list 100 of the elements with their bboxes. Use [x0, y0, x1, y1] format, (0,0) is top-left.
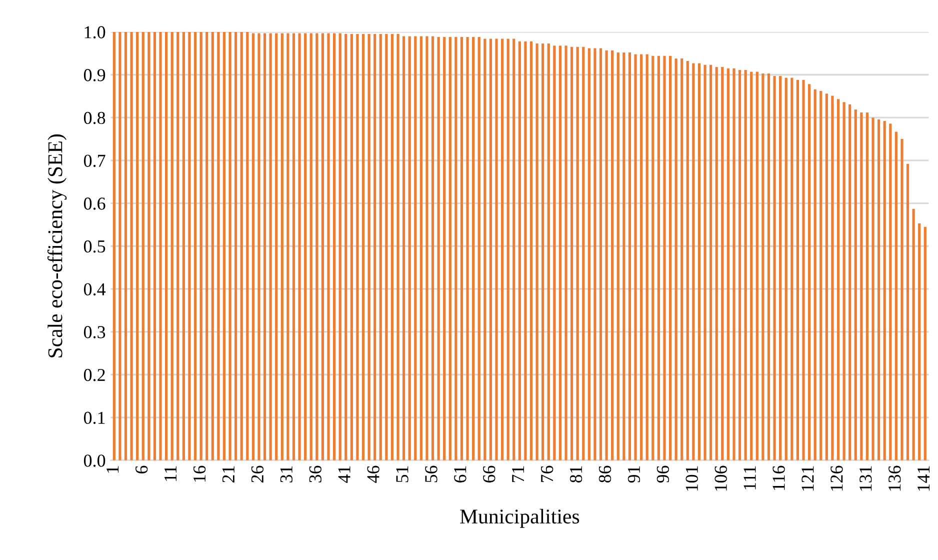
bar: [246, 32, 249, 460]
x-tick-label: 141: [918, 466, 930, 491]
x-tick-label: 6: [136, 466, 148, 474]
bar: [738, 70, 742, 460]
x-tick-label: 81: [570, 466, 582, 483]
bar: [148, 32, 150, 460]
bar: [338, 33, 342, 460]
bar: [396, 34, 400, 460]
bar: [188, 32, 191, 460]
bar: [443, 37, 446, 460]
bar: [130, 32, 133, 460]
bar: [228, 32, 232, 460]
bar: [316, 33, 318, 460]
bar: [820, 91, 822, 460]
bar: [431, 36, 434, 460]
bar: [344, 34, 348, 460]
bar: [536, 43, 538, 460]
bar: [286, 33, 290, 460]
x-tick-label: 106: [714, 466, 727, 491]
bar: [206, 32, 208, 460]
y-axis-title: Scale eco-efficiency (SEE): [47, 134, 67, 358]
bar: [628, 52, 632, 460]
bar: [489, 38, 492, 460]
bar: [842, 102, 846, 460]
bar: [831, 96, 834, 460]
bar: [362, 34, 365, 460]
bar: [414, 36, 417, 460]
x-tick-label: 36: [309, 466, 322, 482]
bar: [622, 52, 626, 460]
bar: [860, 112, 863, 460]
bar: [547, 43, 550, 460]
bar: [900, 139, 904, 460]
bar: [478, 37, 480, 460]
bar: [321, 33, 324, 460]
bar: [211, 32, 214, 460]
x-tick-label: 51: [396, 466, 408, 482]
x-tick-label: 131: [860, 466, 872, 491]
bar: [170, 32, 174, 460]
bar: [460, 37, 464, 460]
bar: [258, 33, 260, 460]
bar: [616, 52, 620, 460]
bar: [692, 63, 695, 460]
bar: [878, 119, 880, 460]
bar: [674, 58, 678, 460]
bar: [698, 63, 701, 460]
bar: [530, 41, 533, 460]
bar: [194, 32, 197, 460]
bar: [437, 37, 440, 460]
bar: [750, 72, 753, 460]
bar: [390, 34, 394, 460]
bar: [796, 80, 800, 460]
bar: [252, 33, 254, 460]
bar: [368, 34, 370, 460]
bar: [906, 164, 910, 460]
bar: [292, 33, 296, 460]
bar: [872, 118, 874, 460]
bar: [889, 124, 892, 460]
bar: [275, 33, 278, 460]
bar: [732, 68, 736, 460]
x-tick-label: 76: [541, 466, 554, 482]
bar: [762, 73, 764, 460]
bar: [710, 64, 712, 460]
bar: [356, 34, 359, 460]
bar: [182, 32, 185, 460]
bar: [570, 46, 574, 460]
x-tick-label: 91: [628, 466, 640, 483]
bar: [426, 36, 428, 460]
bar: [454, 37, 458, 460]
bar: [726, 68, 730, 460]
x-tick-label: 121: [802, 466, 814, 491]
bar: [222, 32, 226, 460]
x-tick-label: 96: [656, 466, 669, 483]
y-tick-label: 0.0: [84, 454, 106, 467]
bar: [374, 34, 376, 460]
bar: [883, 121, 886, 460]
bar: [484, 38, 486, 460]
bar: [506, 38, 510, 460]
bar: [611, 50, 614, 460]
y-tick-label: 0.4: [84, 283, 106, 296]
x-tick-label: 41: [338, 466, 350, 483]
bar: [327, 33, 330, 460]
x-tick-label: 11: [164, 466, 176, 481]
x-tick-label: 136: [888, 466, 901, 491]
bar: [200, 32, 202, 460]
bar: [605, 50, 608, 460]
bar: [153, 32, 156, 460]
bar: [112, 32, 116, 460]
bar: [500, 38, 504, 460]
bar: [553, 46, 556, 460]
bar: [825, 94, 828, 460]
bar: [310, 33, 312, 460]
x-tick-label: 56: [425, 466, 438, 482]
y-tick-label: 0.8: [84, 112, 106, 124]
bar: [802, 80, 805, 460]
x-tick-label: 71: [512, 466, 524, 482]
x-tick-label: 66: [483, 466, 496, 482]
bar: [159, 32, 162, 460]
x-tick-label: 126: [830, 466, 843, 491]
bar: [420, 36, 422, 460]
bar: [646, 54, 648, 460]
